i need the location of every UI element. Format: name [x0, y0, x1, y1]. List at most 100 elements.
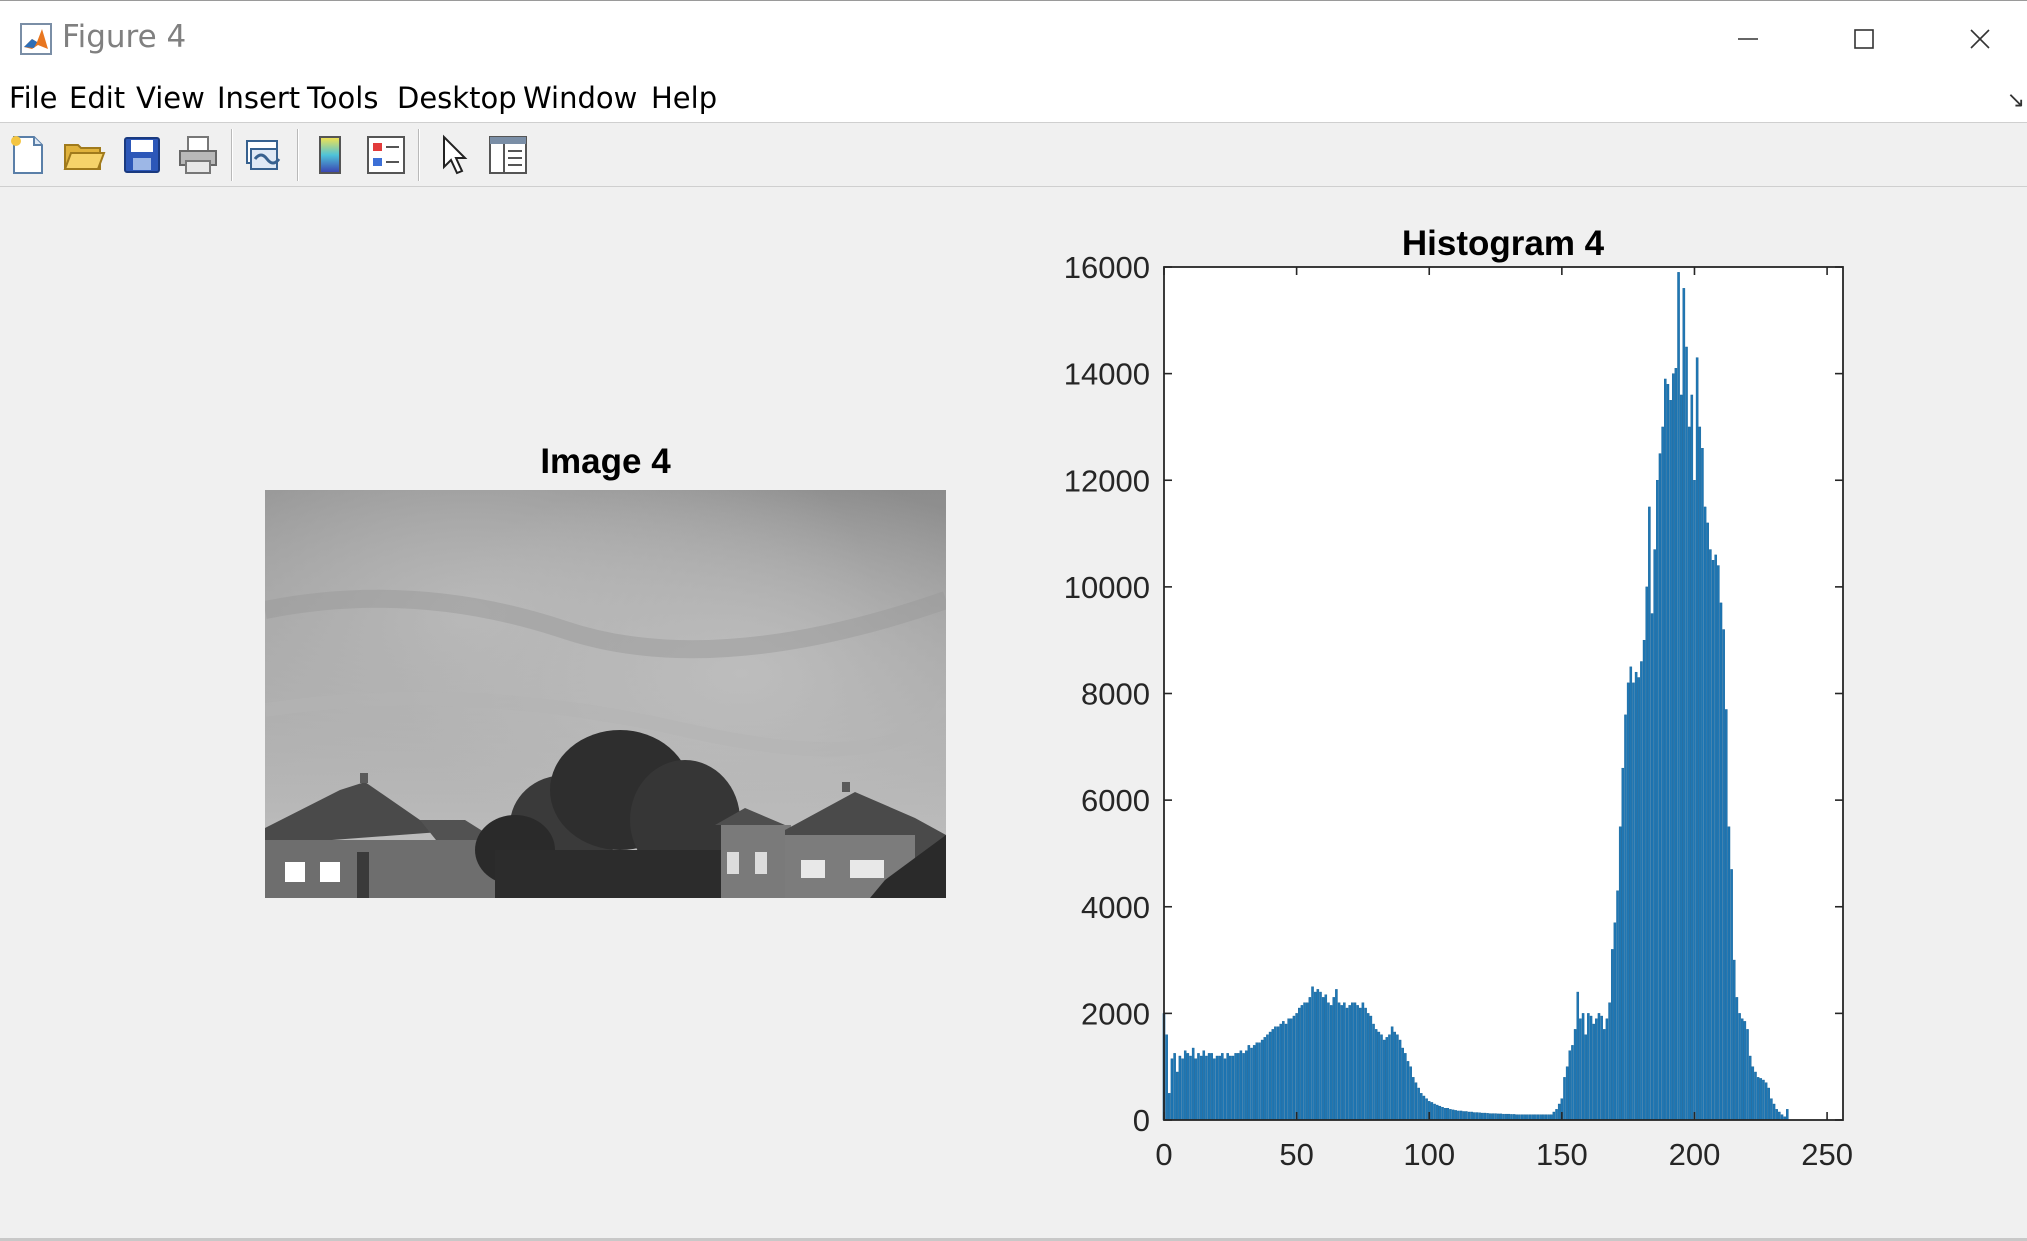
- histogram-bar-111: [1457, 1110, 1460, 1121]
- histogram-bar-104: [1438, 1105, 1442, 1121]
- y-tick-label: 8000: [1081, 677, 1150, 712]
- menu-tools[interactable]: Tools: [307, 81, 379, 115]
- histogram-bar-41: [1271, 1029, 1275, 1121]
- histogram-bar-61: [1324, 994, 1328, 1121]
- y-tick-label: 0: [1133, 1103, 1150, 1138]
- histogram-bar-62: [1327, 1002, 1330, 1121]
- histogram-bar-120: [1481, 1112, 1484, 1121]
- minimize-button[interactable]: [1690, 1, 1806, 76]
- histogram-bar-230: [1772, 1103, 1776, 1121]
- histogram-bar-20: [1215, 1055, 1219, 1121]
- histogram-bar-160: [1587, 1013, 1590, 1121]
- x-tick-label: 250: [1801, 1137, 1853, 1172]
- close-icon: [1970, 28, 1990, 49]
- histogram-bar-87: [1393, 1031, 1397, 1121]
- histogram-bar-221: [1748, 1055, 1752, 1121]
- histogram-bar-60: [1321, 997, 1325, 1121]
- histogram-bar-194: [1677, 272, 1680, 1121]
- histogram-bar-40: [1268, 1031, 1272, 1121]
- histogram-bar-210: [1719, 602, 1723, 1121]
- histogram-bar-84: [1385, 1037, 1389, 1121]
- histogram-bar-229: [1770, 1098, 1773, 1121]
- histogram-bar-91: [1404, 1053, 1407, 1121]
- histogram-bar-2: [1168, 1093, 1171, 1121]
- histogram-bar-86: [1390, 1026, 1394, 1121]
- histogram-bar-223: [1754, 1071, 1757, 1121]
- menu-insert[interactable]: Insert: [217, 81, 301, 115]
- y-tick-label: 16000: [1064, 250, 1150, 285]
- histogram-bar-67: [1340, 1005, 1343, 1121]
- histogram-bar-171: [1616, 890, 1619, 1121]
- histogram-bar-25: [1229, 1055, 1232, 1121]
- chart-title: Histogram 4: [1402, 224, 1605, 263]
- histogram-bar-170: [1613, 922, 1617, 1121]
- legend-icon[interactable]: [364, 133, 408, 177]
- histogram-bar-185: [1653, 549, 1656, 1121]
- figure-toolbar: [0, 123, 2027, 187]
- y-tick-label: 2000: [1081, 996, 1150, 1031]
- histogram-bar-59: [1319, 991, 1322, 1121]
- property-inspector-icon[interactable]: [486, 133, 530, 177]
- plot-area: [1164, 267, 1843, 1120]
- histogram-bar-85: [1388, 1034, 1391, 1121]
- histogram-bar-63: [1329, 1005, 1333, 1121]
- histogram-bar-178: [1634, 671, 1638, 1121]
- menu-file[interactable]: File: [9, 81, 58, 115]
- histogram-bar-96: [1417, 1087, 1420, 1121]
- histogram-bar-152: [1565, 1066, 1569, 1121]
- menu-desktop[interactable]: Desktop: [397, 81, 517, 115]
- maximize-button[interactable]: [1806, 1, 1922, 76]
- histogram-bar-157: [1579, 1018, 1582, 1121]
- histogram-bar-211: [1722, 629, 1725, 1121]
- histogram-bar-35: [1255, 1042, 1259, 1121]
- menu-help[interactable]: Help: [651, 81, 718, 115]
- histogram-bar-23: [1223, 1058, 1227, 1121]
- histogram-bar-33: [1250, 1047, 1253, 1121]
- histogram-bar-5: [1175, 1071, 1179, 1121]
- histogram-bar-81: [1377, 1031, 1381, 1121]
- histogram-bar-47: [1287, 1018, 1290, 1121]
- histogram-bar-55: [1308, 997, 1312, 1121]
- histogram-bar-200: [1693, 480, 1696, 1121]
- histogram-bar-186: [1656, 480, 1659, 1121]
- dock-arrow-icon[interactable]: ↘: [2006, 87, 2025, 112]
- x-tick-label: 150: [1536, 1137, 1588, 1172]
- histogram-bar-149: [1557, 1103, 1561, 1121]
- histogram-bar-57: [1313, 991, 1317, 1121]
- new-figure-icon[interactable]: [6, 133, 50, 177]
- histogram-bar-155: [1573, 1029, 1577, 1121]
- close-button[interactable]: [1922, 1, 2027, 76]
- histogram-bar-92: [1406, 1061, 1410, 1121]
- histogram-bar-19: [1213, 1058, 1216, 1121]
- histogram-bar-201: [1695, 357, 1699, 1121]
- histogram-bar-28: [1236, 1053, 1240, 1121]
- histogram-bar-196: [1682, 288, 1686, 1121]
- histogram-bar-180: [1640, 661, 1643, 1121]
- histogram-bar-36: [1258, 1042, 1261, 1121]
- histogram-bar-108: [1449, 1109, 1452, 1121]
- save-icon[interactable]: [120, 133, 164, 177]
- histogram-bar-18: [1210, 1053, 1213, 1121]
- open-file-icon[interactable]: [62, 133, 106, 177]
- toolbar-separator: [418, 129, 420, 181]
- x-tick-label: 0: [1155, 1137, 1172, 1172]
- menu-view[interactable]: View: [136, 81, 205, 115]
- menu-edit[interactable]: Edit: [69, 81, 126, 115]
- histogram-bar-29: [1239, 1050, 1243, 1121]
- histogram-bar-24: [1226, 1053, 1229, 1121]
- histogram-bar-49: [1292, 1015, 1296, 1121]
- histogram-bar-6: [1178, 1055, 1182, 1121]
- menu-window[interactable]: Window: [523, 81, 638, 115]
- edit-plot-pointer-icon[interactable]: [432, 133, 476, 177]
- histogram-bar-208: [1714, 554, 1717, 1121]
- histogram-bar-95: [1414, 1082, 1418, 1121]
- print-icon[interactable]: [176, 133, 220, 177]
- histogram-bar-192: [1671, 373, 1675, 1121]
- colorbar-icon[interactable]: [308, 133, 352, 177]
- link-plot-icon[interactable]: [241, 133, 285, 177]
- histogram-bar-15: [1202, 1050, 1206, 1121]
- histogram-bar-66: [1337, 1002, 1341, 1121]
- histogram-bar-165: [1600, 1015, 1603, 1121]
- histogram-bar-16: [1205, 1055, 1208, 1121]
- toolbar-separator: [231, 129, 233, 181]
